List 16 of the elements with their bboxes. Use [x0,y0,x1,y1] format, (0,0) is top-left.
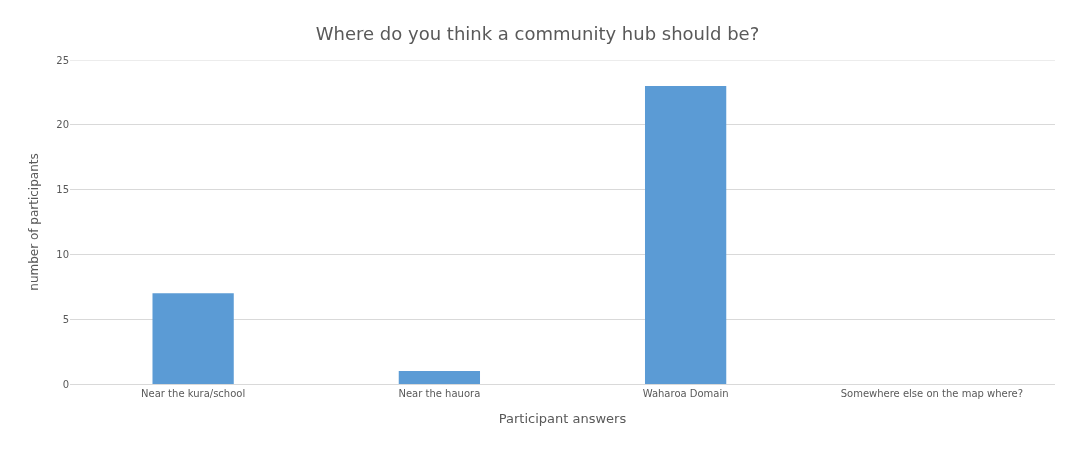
y-tick-label: 15 [56,184,69,196]
y-axis-title: number of participants [26,153,41,291]
bar [398,371,481,384]
chart-title: Where do you think a community hub should be? [315,22,760,44]
y-tick-label: 20 [56,119,69,131]
x-tick-label: Near the hauora [398,388,481,399]
x-tick-label: Somewhere else on the map where? [840,388,1024,399]
y-tick-label: 5 [62,313,69,325]
bar [644,85,727,384]
x-axis-title: Participant answers [498,410,627,426]
y-tick-label: 25 [56,54,69,66]
y-tick-label: 0 [62,378,69,390]
bar [152,293,234,384]
x-tick-label: Waharoa Domain [642,388,729,399]
y-tick-label: 10 [56,248,69,260]
x-tick-label: Near the kura/school [141,388,246,399]
